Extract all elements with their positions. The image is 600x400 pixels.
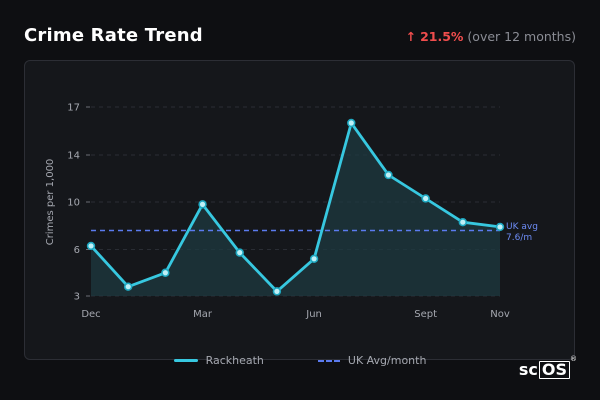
data-point-may[interactable] <box>272 287 282 296</box>
legend-swatch-dashed <box>317 359 340 362</box>
x-tick-label-dec: Dec <box>81 309 100 320</box>
change-period: (over 12 months) <box>467 29 576 44</box>
data-point-aug[interactable] <box>384 170 393 180</box>
y-tick-label-6: 6 <box>74 245 80 256</box>
legend-item-rackheath[interactable]: Rackheath <box>173 354 264 367</box>
change-indicator: ↑ 21.5% (over 12 months) <box>406 29 576 44</box>
uk-average-label: UK avg <box>506 222 538 232</box>
y-tick-label-10: 10 <box>67 198 80 209</box>
data-point-oct[interactable] <box>458 217 468 227</box>
series-area-fill <box>91 123 500 296</box>
data-point-sep[interactable] <box>421 194 430 203</box>
x-tick-label-jun: Jun <box>305 309 322 320</box>
data-point-jun[interactable] <box>309 254 319 263</box>
x-tick-label-nov: Nov <box>490 309 510 320</box>
uk-average-value-label: 7.6/m <box>506 233 532 243</box>
data-point-nov[interactable] <box>495 222 505 232</box>
registered-mark: ® <box>570 355 577 363</box>
logo-prefix: sc <box>518 360 538 379</box>
trend-up-icon: ↑ <box>405 29 417 44</box>
y-tick-label-17: 17 <box>67 103 80 114</box>
x-tick-label-sept: Sept <box>414 309 437 320</box>
y-axis-label: Crimes per 1,000 <box>45 159 56 246</box>
y-axis-ticks: 3 6 10 14 17 <box>67 103 90 303</box>
chart-legend: Rackheath UK Avg/month <box>0 354 600 367</box>
data-point-feb[interactable] <box>161 268 170 277</box>
y-tick-label-14: 14 <box>67 151 80 162</box>
data-point-apr[interactable] <box>235 248 244 257</box>
legend-label-uk-average: UK Avg/month <box>347 354 427 367</box>
data-point-jan[interactable] <box>123 282 133 291</box>
chart-title: Crime Rate Trend <box>24 25 203 46</box>
data-point-mar[interactable] <box>198 200 207 209</box>
series-line-rackheath <box>89 121 501 293</box>
x-axis-ticks: Dec Mar Jun Sept Nov <box>81 309 510 320</box>
y-tick-label-3: 3 <box>74 292 80 303</box>
series-points <box>86 118 505 296</box>
legend-item-uk-average[interactable]: UK Avg/month <box>317 354 427 367</box>
legend-label-rackheath: Rackheath <box>205 354 264 367</box>
data-point-jul[interactable] <box>347 118 356 128</box>
scos-logo: sc OS ® <box>518 355 577 379</box>
logo-boxed-text: OS <box>538 360 570 379</box>
data-point-dec[interactable] <box>86 241 96 251</box>
legend-swatch-solid <box>173 359 198 362</box>
x-tick-label-mar: Mar <box>193 309 213 320</box>
chart-panel <box>24 60 575 360</box>
change-percentage: 21.5% <box>420 29 464 44</box>
